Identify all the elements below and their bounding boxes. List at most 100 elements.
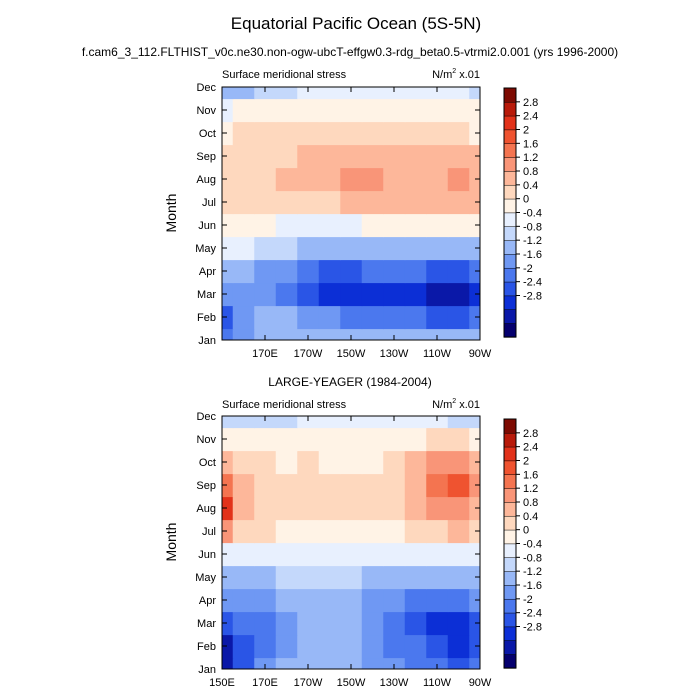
colorbar-swatch	[503, 501, 517, 517]
heatmap-cell	[275, 305, 298, 330]
heatmap-cell	[361, 167, 384, 192]
heatmap-cell	[361, 416, 384, 429]
colorbar-label: -1.2	[523, 566, 542, 578]
top-panel: f.cam6_3_112.FLTHIST_v0c.ne30.non-ogw-ub…	[82, 45, 618, 360]
colorbar-label: 0.8	[523, 166, 538, 178]
heatmap-cell	[469, 657, 480, 669]
colorbar-label: 2.4	[523, 111, 538, 123]
heatmap-cell	[469, 588, 480, 613]
heatmap-cell	[318, 190, 341, 215]
heatmap-cell	[361, 634, 384, 659]
heatmap-cell	[318, 259, 341, 284]
heatmap-cell	[222, 427, 234, 452]
heatmap-cell	[340, 611, 363, 636]
heatmap-cell	[254, 450, 277, 475]
heatmap-cell	[383, 236, 406, 261]
heatmap-cell	[404, 634, 427, 659]
heatmap-cell	[297, 496, 320, 521]
bottom-panel-title: LARGE-YEAGER (1984-2004)	[268, 375, 431, 389]
heatmap-cell	[254, 121, 277, 146]
heatmap-cell	[447, 542, 470, 567]
colorbar-label: 0	[523, 194, 529, 206]
heatmap-cell	[426, 588, 449, 613]
heatmap-cell	[318, 167, 341, 192]
heatmap-cell	[426, 282, 449, 307]
heatmap-cell	[297, 213, 320, 238]
bottom-panel-units-tail: x.01	[456, 399, 480, 411]
heatmap-cell	[426, 305, 449, 330]
heatmap-cell	[469, 519, 480, 544]
colorbar-swatch	[503, 487, 517, 503]
heatmap-cell	[426, 190, 449, 215]
heatmap-cell	[447, 167, 470, 192]
heatmap-cell	[275, 565, 298, 590]
heatmap-cell	[232, 121, 255, 146]
heatmap-cells	[222, 87, 480, 340]
heatmap-cell	[232, 305, 255, 330]
heatmap-cell	[340, 98, 363, 123]
heatmap-cell	[404, 328, 427, 340]
heatmap-cell	[469, 87, 480, 100]
colorbar-swatch	[503, 515, 517, 531]
heatmap-cell	[361, 213, 384, 238]
heatmap-cell	[318, 565, 341, 590]
heatmap-cell	[275, 190, 298, 215]
heatmap-cell	[318, 305, 341, 330]
colorbar-label: 2	[523, 456, 529, 468]
heatmap-cell	[404, 450, 427, 475]
y-tick-label: Nov	[196, 105, 216, 117]
heatmap-cell	[340, 167, 363, 192]
heatmap-cell	[361, 328, 384, 340]
heatmap-cell	[222, 236, 234, 261]
x-tick-label: 170W	[294, 677, 323, 689]
heatmap-cell	[447, 588, 470, 613]
heatmap-cell	[340, 236, 363, 261]
heatmap-cell	[404, 282, 427, 307]
heatmap-cell	[318, 236, 341, 261]
y-tick-label: Apr	[199, 266, 216, 278]
heatmap-cell	[318, 328, 341, 340]
heatmap-cell	[426, 542, 449, 567]
heatmap-cell	[297, 473, 320, 498]
colorbar-swatch	[503, 322, 517, 338]
heatmap-cell	[297, 565, 320, 590]
x-tick-label: 150E	[209, 677, 235, 689]
heatmap-cell	[383, 565, 406, 590]
top-panel-units: N/m2 x.01	[432, 68, 480, 81]
heatmap-cell	[404, 611, 427, 636]
heatmap-cell	[232, 473, 255, 498]
heatmap-cell	[469, 496, 480, 521]
y-tick-label: Mar	[197, 618, 216, 630]
heatmap-cell	[318, 496, 341, 521]
heatmap-cell	[383, 473, 406, 498]
bottom-panel-ylabel: Month	[163, 523, 179, 562]
heatmap-cell	[383, 87, 406, 100]
heatmap-cell	[275, 236, 298, 261]
heatmap-cell	[447, 121, 470, 146]
heatmap-cell	[297, 450, 320, 475]
y-tick-label: Oct	[199, 457, 216, 469]
y-tick-label: Feb	[197, 641, 216, 653]
heatmap-cell	[404, 588, 427, 613]
heatmap-cell	[297, 328, 320, 340]
y-tick-label: Jan	[198, 335, 216, 347]
heatmap-cell	[447, 190, 470, 215]
colorbar-label: 1.2	[523, 152, 538, 164]
heatmap-cell	[232, 282, 255, 307]
heatmap-cell	[426, 634, 449, 659]
colorbar-swatch	[503, 640, 517, 655]
heatmap-cell	[404, 416, 427, 429]
colorbar-label: -1.2	[523, 235, 542, 247]
heatmap-cell	[318, 416, 341, 429]
heatmap-cell	[254, 496, 277, 521]
heatmap-cell	[404, 259, 427, 284]
heatmap-cell	[404, 473, 427, 498]
heatmap-cell	[404, 213, 427, 238]
heatmap-cell	[361, 259, 384, 284]
heatmap-cell	[254, 144, 277, 169]
top-colorbar: 2.8 2.4 21.6 1.2 0.8 0.4 0 -0.4-0.8 -1.2 -1.6 -2 -2…	[503, 87, 542, 338]
heatmap-cell	[447, 450, 470, 475]
heatmap-cell	[340, 450, 363, 475]
colorbar-swatch	[503, 432, 517, 448]
heatmap-cell	[383, 450, 406, 475]
